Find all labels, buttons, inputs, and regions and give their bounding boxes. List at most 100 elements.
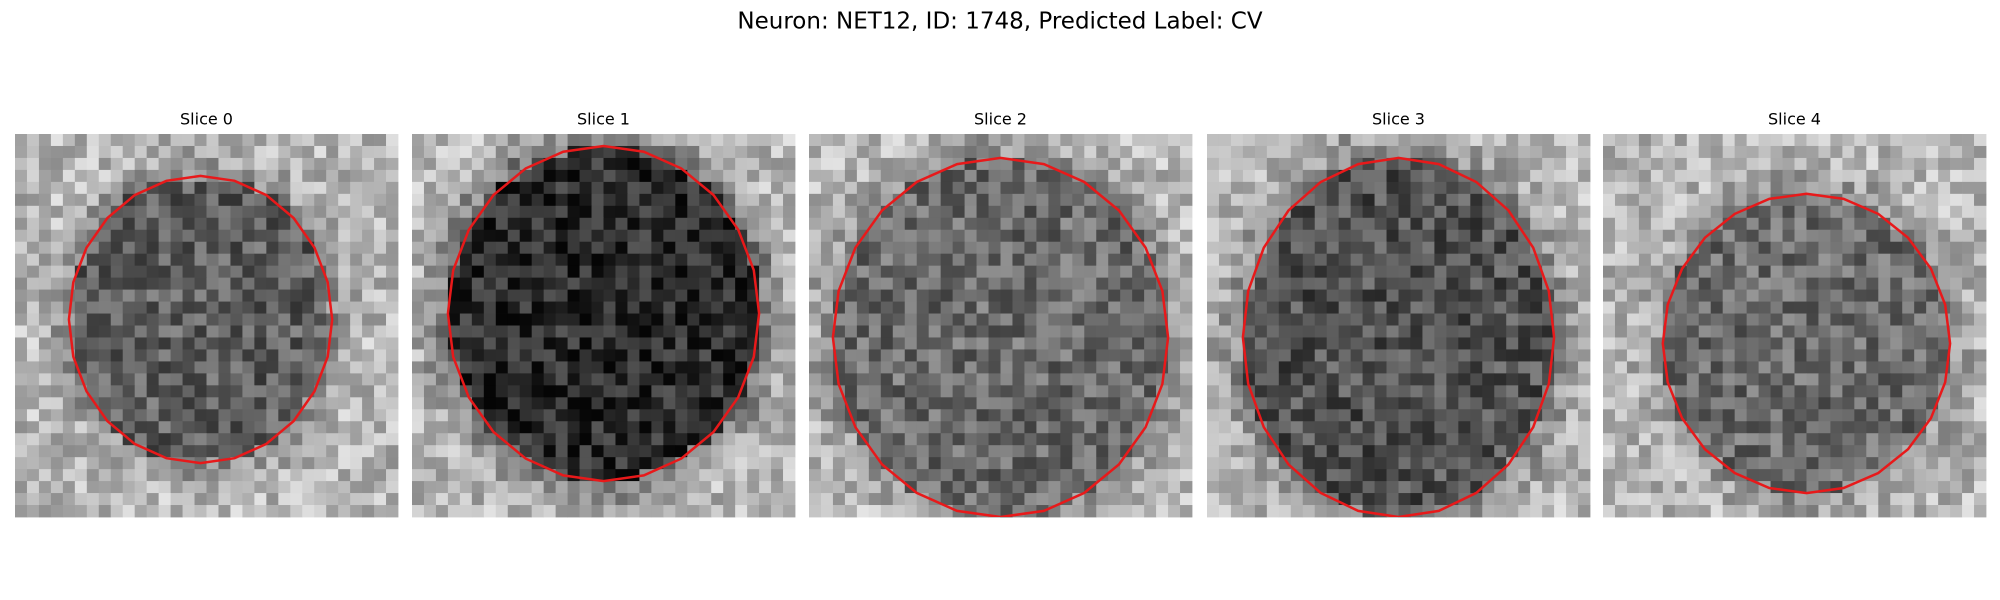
- pixel: [459, 493, 473, 506]
- pixel: [1048, 397, 1061, 410]
- pixel: [1218, 469, 1232, 482]
- pixel: [15, 457, 28, 470]
- pixel: [1048, 373, 1061, 386]
- pixel: [519, 373, 533, 386]
- pixel: [1446, 241, 1459, 255]
- pixel: [1603, 265, 1616, 279]
- pixel: [1710, 169, 1724, 183]
- pixel: [218, 134, 231, 147]
- pixel: [50, 409, 64, 422]
- pixel: [495, 385, 509, 398]
- pixel: [1866, 445, 1879, 458]
- pixel: [1108, 289, 1121, 302]
- pixel: [1422, 325, 1435, 338]
- pixel: [483, 433, 497, 446]
- pixel: [278, 469, 291, 482]
- pixel: [1518, 349, 1531, 362]
- pixel: [1350, 145, 1363, 159]
- pixel: [1530, 229, 1543, 243]
- pixel: [735, 361, 748, 374]
- pixel: [1554, 313, 1567, 326]
- pixel: [218, 445, 231, 458]
- pixel: [1458, 445, 1471, 458]
- pixel: [1290, 397, 1304, 410]
- pixel: [1290, 337, 1304, 350]
- pixel: [1254, 385, 1268, 398]
- pixel: [471, 457, 485, 470]
- pixel: [603, 493, 616, 506]
- pixel: [230, 277, 243, 290]
- pixel: [266, 397, 279, 410]
- pixel: [1902, 289, 1915, 302]
- pixel: [1218, 205, 1232, 219]
- pixel: [1398, 361, 1411, 374]
- pixel: [350, 493, 363, 506]
- pixel: [940, 134, 954, 147]
- pixel: [1314, 205, 1328, 219]
- pixel: [687, 445, 700, 458]
- pixel: [904, 433, 918, 446]
- pixel: [459, 433, 473, 446]
- pixel: [976, 385, 989, 398]
- pixel: [1410, 289, 1423, 302]
- pixel: [1638, 289, 1652, 302]
- pixel: [1084, 505, 1097, 518]
- pixel: [1350, 134, 1363, 147]
- pixel: [567, 397, 580, 410]
- pixel: [1024, 229, 1037, 243]
- pixel: [916, 337, 930, 350]
- pixel: [1422, 301, 1435, 314]
- pixel: [809, 265, 822, 279]
- pixel: [1024, 325, 1037, 338]
- pixel: [350, 313, 363, 326]
- pixel: [362, 205, 375, 219]
- pixel: [543, 277, 557, 290]
- pixel: [1698, 409, 1712, 422]
- pixel: [1302, 217, 1316, 231]
- pixel: [1974, 217, 1987, 231]
- pixel: [218, 493, 231, 506]
- pixel: [26, 181, 40, 195]
- pixel: [1734, 301, 1748, 314]
- pixel: [194, 181, 207, 195]
- pixel: [1974, 301, 1987, 314]
- pixel: [651, 385, 664, 398]
- pixel: [1108, 253, 1121, 267]
- pixel: [1818, 313, 1831, 326]
- pixel: [1446, 313, 1459, 326]
- pixel: [663, 421, 676, 434]
- pixel: [567, 421, 580, 434]
- pixel: [1914, 229, 1927, 243]
- pixel: [134, 325, 148, 338]
- pixel: [1806, 229, 1819, 243]
- pixel: [1518, 265, 1531, 279]
- pixel: [1446, 229, 1459, 243]
- pixel: [1060, 205, 1073, 219]
- pixel: [579, 445, 592, 458]
- pixel: [880, 217, 894, 231]
- pixel: [1410, 301, 1423, 314]
- pixel: [783, 469, 796, 482]
- pixel: [1120, 169, 1133, 183]
- pixel: [976, 145, 989, 159]
- pixel: [1746, 265, 1759, 279]
- pixel: [1518, 481, 1531, 494]
- pixel: [1518, 373, 1531, 386]
- pixel: [1434, 241, 1447, 255]
- pixel: [531, 193, 545, 207]
- pixel: [771, 217, 784, 231]
- pixel: [1242, 481, 1256, 494]
- pixel: [1482, 445, 1495, 458]
- pixel: [386, 134, 399, 147]
- pixel: [711, 409, 724, 422]
- pixel: [627, 205, 640, 219]
- pixel: [856, 373, 870, 386]
- pixel: [1302, 229, 1316, 243]
- pixel: [1902, 193, 1915, 207]
- pixel: [1218, 445, 1232, 458]
- pixel: [1108, 325, 1121, 338]
- pixel: [495, 169, 509, 183]
- pixel: [1218, 409, 1232, 422]
- pixel: [1722, 445, 1736, 458]
